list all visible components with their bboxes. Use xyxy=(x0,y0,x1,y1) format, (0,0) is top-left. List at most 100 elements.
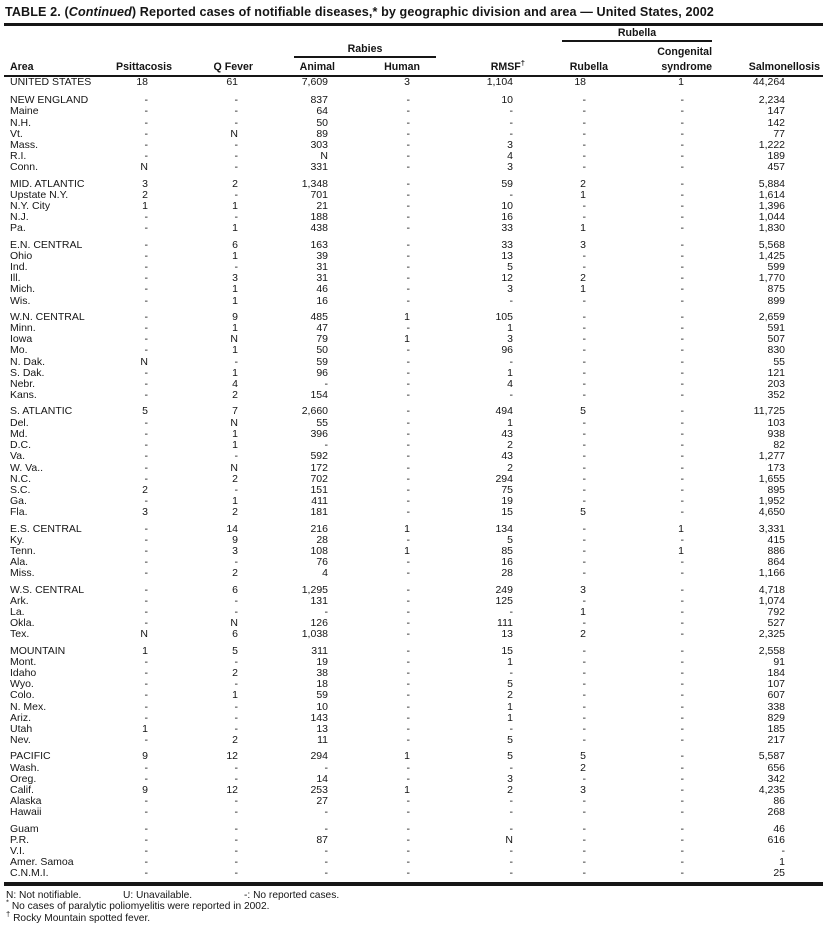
value-cell: 43 xyxy=(501,428,513,440)
value-cell: - xyxy=(406,356,411,368)
value-cell: 4,718 xyxy=(758,584,786,596)
value-cell: - xyxy=(509,762,514,774)
table-row: Upstate N.Y. 2 - 701 - - 1 - 1,614 xyxy=(4,190,823,201)
value-cell: - xyxy=(582,128,587,140)
value-cell: - xyxy=(234,712,239,724)
value-cell: 1 xyxy=(232,428,238,440)
footnotes: N: Not notifiable. U: Unavailable. -: No r… xyxy=(4,886,823,925)
value-cell: - xyxy=(144,523,149,535)
value-cell: - xyxy=(144,273,149,285)
value-cell: 2 xyxy=(580,178,586,190)
rubella-spanner-label: Rubella xyxy=(562,27,713,42)
area-cell: Fla. xyxy=(10,507,28,519)
spanner-spacer xyxy=(712,42,823,58)
value-cell: 2 xyxy=(507,462,513,474)
area-cell: Nev. xyxy=(10,735,31,747)
rabies-group-header: Rabies xyxy=(258,42,436,58)
value-cell: 126 xyxy=(310,618,328,630)
col-salmonellosis: Salmonellosis xyxy=(712,58,824,77)
area-cell: P.R. xyxy=(10,834,30,846)
value-cell: - xyxy=(144,773,149,785)
value-cell: 2,558 xyxy=(758,645,786,657)
value-cell: 1 xyxy=(678,76,685,88)
value-cell: - xyxy=(144,534,149,546)
value-cell: - xyxy=(406,868,411,880)
value-cell: - xyxy=(680,773,685,785)
value-cell: - xyxy=(144,606,149,618)
value-cell: - xyxy=(144,239,149,251)
value-cell: 125 xyxy=(495,595,513,607)
value-cell: 15 xyxy=(501,507,513,519)
value-cell: - xyxy=(406,667,411,679)
value-cell: - xyxy=(680,807,685,819)
value-cell: 411 xyxy=(311,496,328,508)
value-cell: - xyxy=(582,618,587,630)
footnote-dagger: † Rocky Mountain spotted fever. xyxy=(6,909,151,924)
value-cell: - xyxy=(582,311,587,323)
value-cell: 1 xyxy=(404,751,410,763)
value-cell: - xyxy=(144,462,149,474)
value-cell: - xyxy=(582,712,587,724)
value-cell: - xyxy=(680,784,685,796)
area-cell: R.I. xyxy=(10,151,27,163)
value-cell: - xyxy=(144,618,149,630)
value-cell: 6 xyxy=(232,239,238,251)
value-cell: 4,235 xyxy=(758,784,786,796)
value-cell: - xyxy=(406,823,411,835)
value-cell: 1 xyxy=(142,201,148,213)
value-cell: 154 xyxy=(310,390,328,402)
value-cell: - xyxy=(406,140,411,152)
value-cell: - xyxy=(234,834,239,846)
rubella-group-header: Rubella xyxy=(532,27,713,42)
value-cell: 656 xyxy=(767,762,786,774)
value-cell: 1,830 xyxy=(758,223,786,235)
value-cell: N xyxy=(140,356,148,368)
area-cell: Guam xyxy=(10,823,39,835)
value-cell: 10 xyxy=(501,201,513,213)
value-cell: - xyxy=(234,162,239,174)
table-bottom-rule xyxy=(4,881,823,886)
value-cell: 9 xyxy=(232,311,238,323)
value-cell: - xyxy=(144,95,149,107)
area-cell: N.J. xyxy=(10,212,29,224)
value-cell: - xyxy=(406,406,411,418)
value-cell: - xyxy=(234,846,239,857)
value-cell: - xyxy=(509,868,514,880)
value-cell: 1 xyxy=(232,440,238,452)
col-rabies-human: Human xyxy=(350,58,436,77)
value-cell: - xyxy=(144,834,149,846)
value-cell: 303 xyxy=(310,140,328,152)
value-cell: 9 xyxy=(232,534,238,546)
value-cell: N xyxy=(230,334,238,346)
value-cell: - xyxy=(680,618,685,630)
value-cell: - xyxy=(509,846,514,857)
spanner-spacer xyxy=(4,27,532,42)
value-cell: - xyxy=(680,250,685,262)
value-cell: 172 xyxy=(310,462,328,474)
value-cell: - xyxy=(680,128,685,140)
value-cell: 4 xyxy=(232,379,238,391)
area-cell: S. ATLANTIC xyxy=(10,406,73,418)
value-cell: N xyxy=(140,162,148,174)
value-cell: 16 xyxy=(316,295,328,307)
table-row: E.N. CENTRAL - 6 163 - 33 3 - 5,568 xyxy=(4,240,823,251)
table-row: Calif. 9 12 253 1 2 3 - 4,235 xyxy=(4,785,823,796)
value-cell: 2 xyxy=(142,484,148,496)
value-cell: 28 xyxy=(316,534,328,546)
value-cell: - xyxy=(234,117,239,129)
value-cell: 4,650 xyxy=(758,507,786,519)
value-cell: - xyxy=(582,846,587,857)
value-cell: 2,659 xyxy=(758,311,786,323)
value-cell: - xyxy=(582,534,587,546)
table-row: Amer. Samoa - - - - - - - 1 xyxy=(4,857,823,868)
area-cell: W.N. CENTRAL xyxy=(10,311,85,323)
value-cell: 143 xyxy=(310,712,328,724)
table-row: MOUNTAIN 1 5 311 - 15 - - 2,558 xyxy=(4,646,823,657)
value-cell: 494 xyxy=(495,406,513,418)
value-cell: 2,234 xyxy=(758,95,786,107)
value-cell: 938 xyxy=(767,428,786,440)
value-cell: 2 xyxy=(142,189,148,201)
table-row: Wis. - 1 16 - - - - 899 xyxy=(4,296,823,307)
value-cell: - xyxy=(234,823,239,835)
value-cell: 1 xyxy=(404,334,410,346)
